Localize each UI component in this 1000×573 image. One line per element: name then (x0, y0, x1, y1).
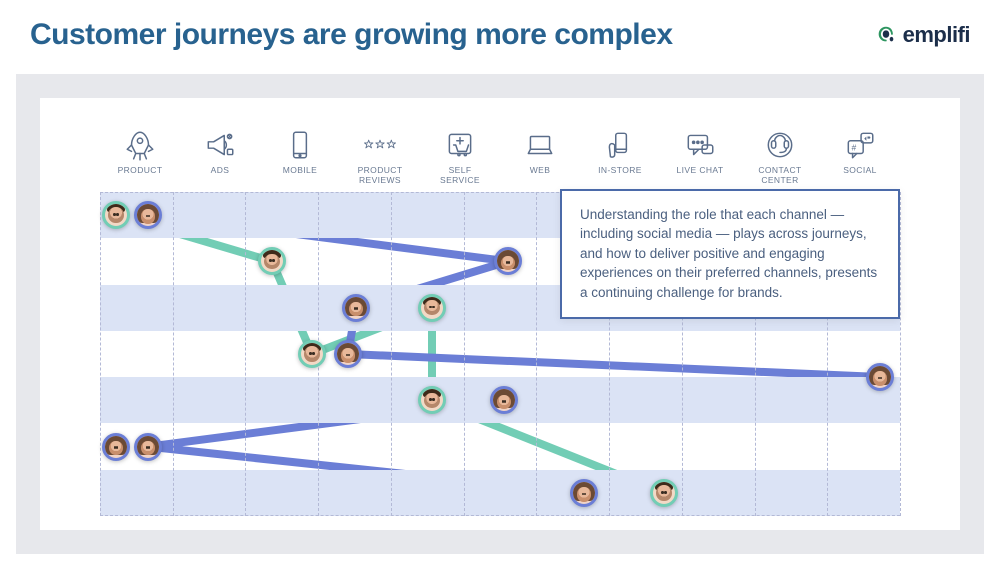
channel-selfservice: SELFSERVICE (420, 112, 500, 184)
rocket-icon (123, 128, 157, 162)
persona-avatar-purple (570, 479, 598, 507)
insight-callout: Understanding the role that each channel… (560, 189, 900, 319)
channel-mobile: MOBILE (260, 112, 340, 184)
grid-row-band (100, 331, 900, 377)
persona-avatar-green (418, 294, 446, 322)
chat-icon (683, 128, 717, 162)
grid-row-band (100, 470, 900, 516)
persona-avatar-purple (334, 340, 362, 368)
channel-label: SOCIAL (843, 166, 877, 184)
channel-label: ADS (211, 166, 230, 184)
laptop-icon (523, 128, 557, 162)
persona-avatar-purple (494, 247, 522, 275)
grid-row-band (100, 423, 900, 469)
persona-avatar-green (258, 247, 286, 275)
social-icon: # (843, 128, 877, 162)
persona-avatar-purple (134, 433, 162, 461)
brand-logo: emplifi (875, 22, 970, 48)
grid-col-line (464, 192, 465, 516)
hand-phone-icon (603, 128, 637, 162)
stars-icon (363, 128, 397, 162)
channel-label: WEB (530, 166, 551, 184)
persona-avatar-green (102, 201, 130, 229)
persona-avatar-purple (490, 386, 518, 414)
channel-web: WEB (500, 112, 580, 184)
persona-avatar-green (298, 340, 326, 368)
channel-header-row: PRODUCT ADS MOBILE PRODUCTREVIEWS SELFSERVIC… (100, 112, 900, 184)
mobile-icon (283, 128, 317, 162)
persona-avatar-purple (134, 201, 162, 229)
grid-col-line (173, 192, 174, 516)
channel-ads: ADS (180, 112, 260, 184)
megaphone-icon (203, 128, 237, 162)
persona-avatar-purple (866, 363, 894, 391)
journey-grid: Understanding the role that each channel… (100, 192, 900, 516)
grid-col-line (536, 192, 537, 516)
channel-label: SELFSERVICE (440, 166, 480, 184)
persona-avatar-purple (102, 433, 130, 461)
channel-label: IN-STORE (598, 166, 642, 184)
brand-logo-text: emplifi (903, 22, 970, 48)
slide-outer-frame: PRODUCT ADS MOBILE PRODUCTREVIEWS SELFSERVIC… (16, 74, 984, 554)
grid-col-line (245, 192, 246, 516)
slide-inner-frame: PRODUCT ADS MOBILE PRODUCTREVIEWS SELFSERVIC… (40, 98, 960, 530)
headset-icon (763, 128, 797, 162)
channel-contact: CONTACTCENTER (740, 112, 820, 184)
cart-icon (443, 128, 477, 162)
brand-logo-mark (875, 24, 897, 46)
channel-product: PRODUCT (100, 112, 180, 184)
channel-label: PRODUCTREVIEWS (358, 166, 403, 184)
channel-instore: IN-STORE (580, 112, 660, 184)
channel-reviews: PRODUCTREVIEWS (340, 112, 420, 184)
grid-col-line (391, 192, 392, 516)
channel-livechat: LIVE CHAT (660, 112, 740, 184)
persona-avatar-purple (342, 294, 370, 322)
channel-label: LIVE CHAT (677, 166, 724, 184)
page-title: Customer journeys are growing more compl… (30, 18, 673, 52)
persona-avatar-green (418, 386, 446, 414)
channel-label: MOBILE (283, 166, 318, 184)
channel-label: PRODUCT (118, 166, 163, 184)
persona-avatar-green (650, 479, 678, 507)
grid-col-line (900, 192, 901, 516)
channel-label: CONTACTCENTER (758, 166, 801, 184)
grid-col-line (100, 192, 101, 516)
channel-social: # SOCIAL (820, 112, 900, 184)
svg-text:#: # (852, 142, 857, 152)
